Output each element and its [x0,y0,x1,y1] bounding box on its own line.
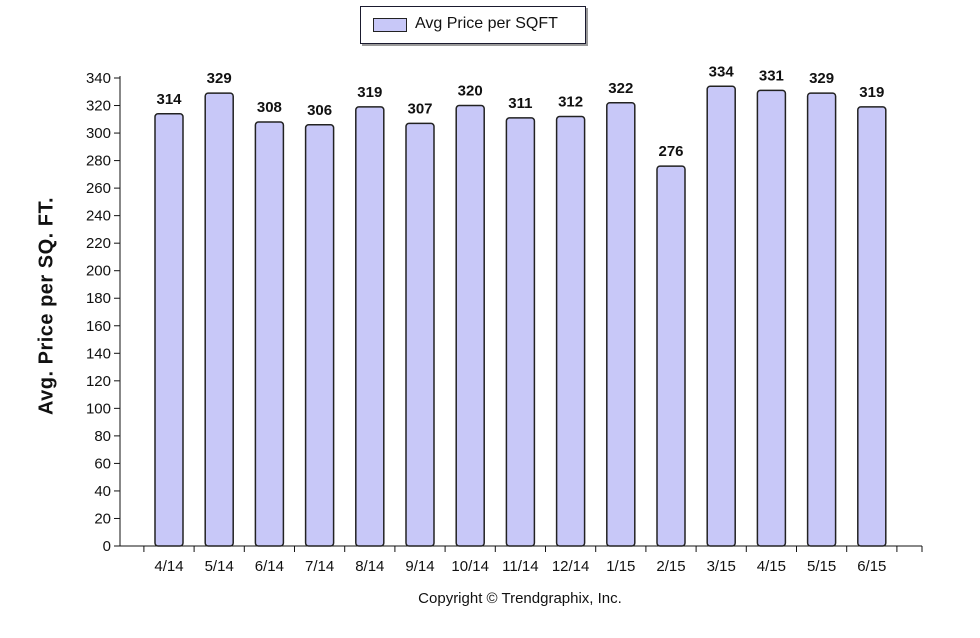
y-tick-label: 260 [86,180,111,197]
data-label: 319 [859,84,884,101]
x-tick-label: 9/14 [405,558,434,575]
y-tick-label: 320 [86,98,111,115]
data-label: 314 [156,91,182,108]
data-label: 329 [809,70,834,87]
copyright-text: Copyright © Trendgraphix, Inc. [418,590,622,607]
data-label: 334 [709,63,735,80]
bar [756,89,787,547]
x-tick-label: 2/15 [656,558,685,575]
bar [656,165,686,547]
y-tick-label: 20 [94,510,111,527]
legend-label: Avg Price per SQFT [415,15,558,32]
data-label: 319 [357,84,382,101]
bar [154,113,184,547]
y-tick-label: 140 [86,345,111,362]
y-tick-label: 180 [86,290,111,307]
y-tick-label: 80 [94,428,111,445]
legend: Avg Price per SQFT [360,6,586,44]
data-label: 306 [307,102,332,119]
data-label: 276 [658,143,683,160]
x-tick-label: 10/14 [451,558,489,575]
data-label: 312 [558,94,583,111]
bar [505,117,536,547]
x-tick-label: 4/14 [154,558,183,575]
y-tick-label: 200 [86,263,111,280]
y-tick-label: 220 [86,235,111,252]
x-tick-label: 4/15 [757,558,786,575]
bar [204,92,234,547]
y-tick-label: 40 [94,483,111,500]
x-tick-label: 7/14 [305,558,334,575]
data-label: 320 [458,83,483,100]
data-label: 329 [207,70,232,87]
y-tick-label: 340 [86,70,111,87]
bar [254,121,285,547]
data-labels: 314 329 308 306 319 307 320 311 312 322 276 334 331 3… [156,63,884,160]
y-tick-label: 280 [86,153,111,170]
data-label: 311 [508,95,532,112]
legend-swatch [373,18,407,32]
bar [355,106,385,547]
bar [706,85,736,547]
y-tick-label: 160 [86,318,111,335]
bar [606,102,636,547]
x-tick-label: 5/14 [205,558,234,575]
data-label: 307 [407,100,432,117]
x-tick-label: 8/14 [355,558,384,575]
y-tick-label: 0 [103,538,111,555]
data-label: 331 [759,67,784,84]
y-tick-label: 120 [86,373,111,390]
y-tick-label: 100 [86,400,111,417]
y-axis: 0 20 40 60 80 100 120 140 160 180 200 220 240 260 280 3… [86,70,121,555]
x-tick-label: 3/15 [707,558,736,575]
x-tick-label: 1/15 [606,558,635,575]
y-tick-label: 240 [86,208,111,225]
x-tick-label: 6/14 [255,558,284,575]
x-tick-label: 12/14 [552,558,590,575]
data-label: 322 [608,80,633,97]
bar [304,124,335,547]
y-tick-label: 300 [86,125,111,142]
bar [555,115,586,547]
x-axis: 4/14 5/14 6/14 7/14 8/14 9/14 10/14 11/14 12/14 1… [120,545,923,575]
bar [405,122,435,547]
x-tick-label: 6/15 [857,558,886,575]
x-tick-label: 5/15 [807,558,836,575]
bar [857,106,887,547]
bars [154,85,887,547]
bar [806,92,837,547]
y-tick-label: 60 [94,455,111,472]
bar [455,104,485,547]
x-tick-label: 11/14 [502,558,538,575]
data-label: 308 [257,99,282,116]
y-axis-title: Avg. Price per SQ. FT. [35,196,58,416]
